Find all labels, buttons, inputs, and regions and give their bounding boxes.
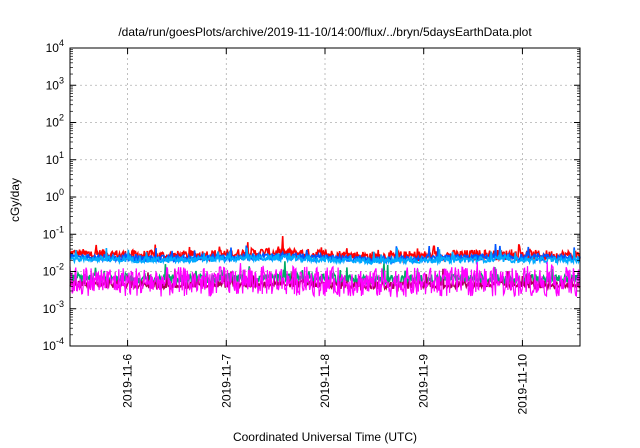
y-axis-ticks: 10-4 10-3 10-2 10-1 100 101 102 103 104 — [43, 38, 580, 353]
x-tick-label: 2019-11-9 — [417, 354, 431, 408]
series-layer — [69, 236, 581, 298]
x-tick-label: 2019-11-10 — [515, 354, 529, 415]
x-axis-label: Coordinated Universal Time (UTC) — [233, 430, 417, 444]
series-line-6 — [69, 261, 581, 298]
x-tick-label: 2019-11-7 — [219, 354, 233, 408]
y-tick-label: 104 — [46, 38, 64, 55]
y-tick-label: 10-3 — [43, 299, 64, 316]
y-tick-label: 10-4 — [43, 336, 64, 353]
y-axis-label: cGy/day — [8, 178, 22, 222]
y-tick-label: 10-2 — [43, 262, 64, 279]
chart-title: /data/run/goesPlots/archive/2019-11-10/1… — [118, 25, 532, 39]
x-tick-label: 2019-11-6 — [121, 354, 135, 408]
y-tick-label: 103 — [46, 75, 64, 92]
y-tick-label: 102 — [46, 113, 64, 130]
x-tick-label: 2019-11-8 — [318, 354, 332, 408]
grid — [70, 48, 580, 346]
x-axis-ticks: 2019-11-6 2019-11-7 2019-11-8 2019-11-9 2019… — [121, 48, 529, 415]
y-tick-label: 101 — [46, 150, 64, 167]
y-tick-label: 10-1 — [43, 224, 64, 241]
series-line-3 — [69, 247, 581, 266]
y-tick-label: 100 — [46, 187, 64, 204]
